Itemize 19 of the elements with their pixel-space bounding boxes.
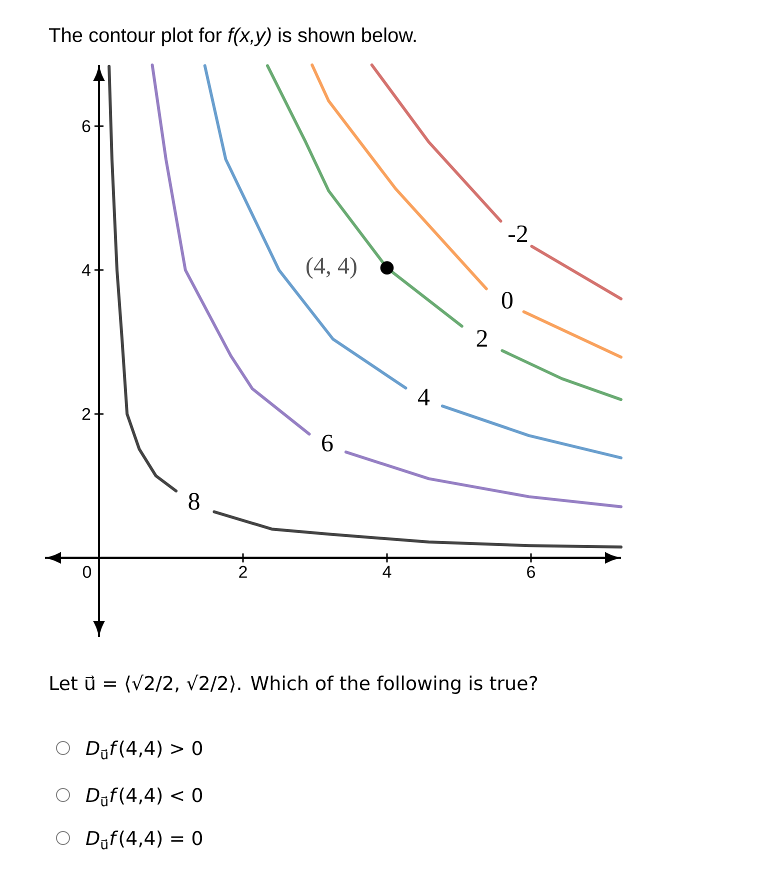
annotation: (4, 4)	[306, 257, 356, 279]
x-tick-label: 0	[82, 566, 92, 578]
y-tick-label: 4	[82, 264, 90, 276]
x-tick-label: 6	[527, 566, 535, 578]
series-label: -2	[508, 225, 528, 242]
y-tick-label: 6	[82, 120, 90, 132]
text: Let u⃗ = ⟨√2/2, √2/2⟩. Which of the following is true?	[50, 674, 538, 694]
series-label: 0	[502, 292, 513, 309]
chart-title: The contour plot for f(x,y) is shown below.	[48, 27, 416, 46]
y-tick-label: 2	[82, 408, 90, 420]
series-label: 2	[476, 330, 487, 347]
series-label: 4	[418, 388, 430, 406]
series-label: 8	[188, 492, 200, 510]
x-tick-label: 2	[239, 566, 247, 578]
text: D$_{u⃗}$f(4,4) < 0	[86, 788, 202, 806]
x-tick-label: 4	[382, 566, 392, 578]
text: D$_{u⃗}$f(4,4) = 0	[86, 830, 202, 850]
text: D$_{u⃗}$f(4,4) > 0	[86, 740, 202, 760]
series-label: 6	[322, 434, 333, 452]
